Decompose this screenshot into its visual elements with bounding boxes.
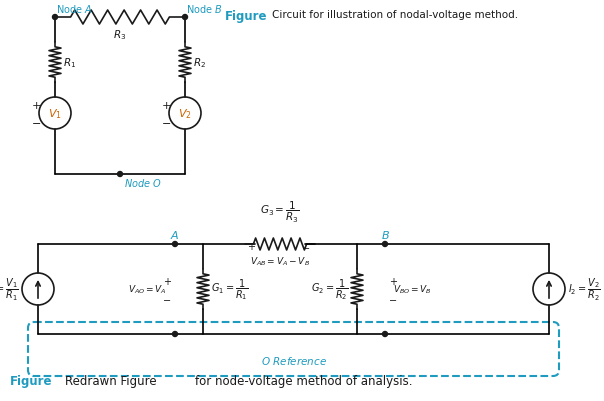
Text: $I_2 = \dfrac{V_2}{R_2}$: $I_2 = \dfrac{V_2}{R_2}$ bbox=[568, 276, 601, 303]
Text: $-$: $-$ bbox=[301, 241, 310, 251]
Text: Figure: Figure bbox=[10, 374, 53, 387]
Text: $I_1 = \dfrac{V_1}{R_1}$: $I_1 = \dfrac{V_1}{R_1}$ bbox=[0, 276, 19, 303]
Circle shape bbox=[173, 332, 178, 337]
Circle shape bbox=[173, 242, 178, 247]
Text: for node-voltage method of analysis.: for node-voltage method of analysis. bbox=[195, 374, 413, 387]
Circle shape bbox=[182, 16, 187, 20]
Text: +: + bbox=[389, 276, 397, 286]
Text: Node $A$: Node $A$ bbox=[56, 3, 92, 15]
Text: $-$: $-$ bbox=[31, 117, 41, 127]
Text: $R_3$: $R_3$ bbox=[114, 28, 127, 42]
Text: $V_{AB} = V_A - V_B$: $V_{AB} = V_A - V_B$ bbox=[250, 254, 310, 267]
Text: $B$: $B$ bbox=[381, 229, 390, 241]
Text: $V_{BO} = V_B$: $V_{BO} = V_B$ bbox=[393, 283, 432, 296]
Text: Node $O$: Node $O$ bbox=[124, 176, 162, 188]
Text: $-$: $-$ bbox=[161, 117, 171, 127]
Circle shape bbox=[53, 16, 57, 20]
Text: Figure: Figure bbox=[225, 10, 268, 23]
Text: $R_2$: $R_2$ bbox=[193, 56, 206, 70]
Text: $V_{AO} = V_A$: $V_{AO} = V_A$ bbox=[128, 283, 167, 296]
Text: $-$: $-$ bbox=[388, 293, 397, 303]
Text: Node $B$: Node $B$ bbox=[186, 3, 223, 15]
Text: $G_3 = \dfrac{1}{R_3}$: $G_3 = \dfrac{1}{R_3}$ bbox=[260, 199, 300, 225]
Circle shape bbox=[382, 242, 388, 247]
Text: $-$: $-$ bbox=[162, 293, 172, 303]
Text: $G_1 = \dfrac{1}{R_1}$: $G_1 = \dfrac{1}{R_1}$ bbox=[211, 277, 249, 302]
Text: $V_2$: $V_2$ bbox=[178, 107, 192, 121]
Circle shape bbox=[382, 332, 388, 337]
Text: +: + bbox=[161, 101, 171, 111]
Text: +: + bbox=[31, 101, 40, 111]
Text: +: + bbox=[247, 241, 255, 251]
Text: $A$: $A$ bbox=[170, 229, 180, 241]
Text: $V_1$: $V_1$ bbox=[48, 107, 62, 121]
Text: $G_2 = \dfrac{1}{R_2}$: $G_2 = \dfrac{1}{R_2}$ bbox=[312, 277, 349, 302]
Text: $R_1$: $R_1$ bbox=[63, 56, 76, 70]
Circle shape bbox=[118, 172, 123, 177]
Text: +: + bbox=[163, 276, 171, 286]
Text: $O$ Reference: $O$ Reference bbox=[260, 354, 327, 366]
Text: Circuit for illustration of nodal-voltage method.: Circuit for illustration of nodal-voltag… bbox=[272, 10, 518, 20]
Text: Redrawn Figure: Redrawn Figure bbox=[65, 374, 156, 387]
